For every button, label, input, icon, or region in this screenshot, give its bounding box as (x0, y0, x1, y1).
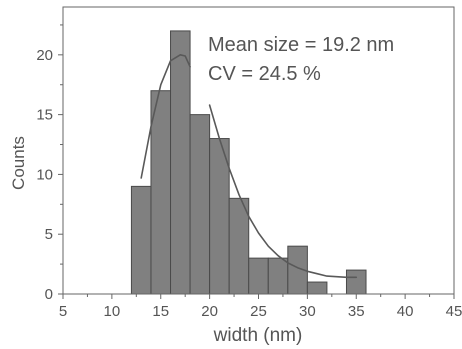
y-tick-label-10: 10 (36, 166, 53, 183)
x-tick-label-45: 45 (446, 303, 462, 320)
x-tick-label-20: 20 (201, 303, 218, 320)
histogram-bar-34-36 (345, 269, 367, 295)
fit-curve (140, 53, 358, 279)
histogram-bar-22-24 (228, 197, 250, 295)
fit-curve-segment-0 (140, 53, 191, 179)
x-tick-label-10: 10 (104, 303, 121, 320)
x-tick-label-15: 15 (152, 303, 169, 320)
histogram-bars (130, 30, 367, 295)
y-axis-ticks: 0 5 10 15 20 (36, 24, 63, 303)
histogram-bar-14-16 (150, 90, 172, 295)
x-axis-label: width (nm) (213, 325, 303, 346)
x-tick-label-5: 5 (59, 303, 67, 320)
mean-size-annotation: Mean size = 19.2 nm (208, 34, 394, 56)
y-tick-label-0: 0 (45, 286, 53, 303)
y-tick-label-15: 15 (36, 107, 53, 124)
x-tick-label-35: 35 (348, 303, 365, 320)
x-axis-ticks: 5 10 15 20 25 30 35 40 45 (59, 294, 462, 320)
y-axis-label: Counts (9, 136, 28, 190)
histogram-bar-18-20 (189, 114, 211, 295)
y-tick-label-20: 20 (36, 47, 53, 64)
cv-annotation: CV = 24.5 % (208, 63, 321, 85)
histogram-bar-26-28 (267, 257, 289, 295)
x-tick-label-25: 25 (250, 303, 267, 320)
fit-curve-segment-1 (208, 104, 358, 279)
histogram-bar-16-18 (170, 30, 191, 295)
x-tick-label-40: 40 (397, 303, 414, 320)
histogram-bar-24-26 (248, 257, 269, 295)
y-tick-label-5: 5 (45, 226, 53, 243)
histogram-bar-30-32 (306, 281, 328, 295)
histogram-bar-12-14 (130, 185, 152, 295)
x-tick-label-30: 30 (299, 303, 316, 320)
